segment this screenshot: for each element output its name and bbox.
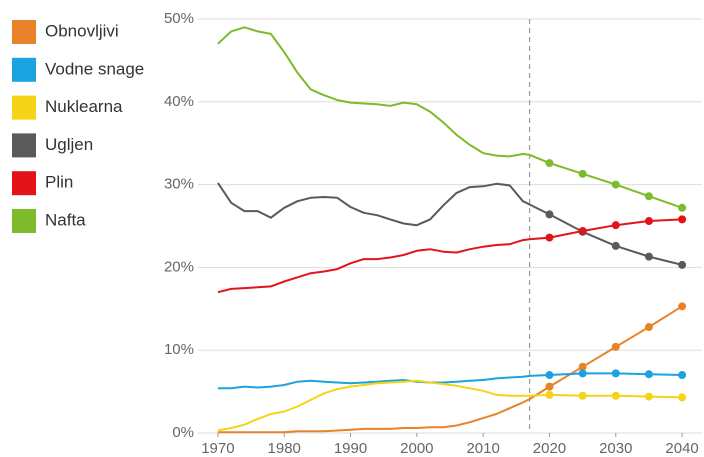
y-tick-label: 40%: [164, 93, 194, 110]
data-point: [545, 159, 554, 168]
data-point: [611, 180, 620, 189]
data-point: [578, 369, 587, 378]
series-line: [217, 305, 683, 434]
x-tick-label: 1990: [334, 440, 367, 457]
data-point: [578, 362, 587, 371]
x-tick-label: 2040: [665, 440, 698, 457]
data-point: [678, 371, 687, 380]
data-point: [678, 203, 687, 212]
legend-swatch: [12, 171, 36, 196]
data-point: [545, 210, 554, 219]
x-tick-label: 1980: [268, 440, 301, 457]
data-point: [644, 370, 653, 379]
data-point: [611, 369, 620, 378]
y-tick-label: 50%: [164, 10, 194, 27]
data-point: [678, 260, 687, 269]
series-line: [217, 26, 683, 209]
legend-label: Plin: [45, 173, 73, 192]
data-point: [644, 392, 653, 401]
legend-label: Ugljen: [45, 135, 93, 154]
x-tick-label: 2010: [466, 440, 499, 457]
data-point: [545, 382, 554, 391]
series-line: [217, 379, 683, 432]
data-point: [644, 192, 653, 201]
y-tick-label: 0%: [172, 424, 194, 441]
y-tick-label: 20%: [164, 258, 194, 275]
data-point: [545, 371, 554, 380]
data-point: [644, 252, 653, 261]
legend-swatch: [12, 133, 36, 158]
data-point: [678, 215, 687, 224]
x-tick-label: 2020: [533, 440, 566, 457]
data-point: [678, 393, 687, 402]
legend-label: Nuklearna: [45, 97, 123, 116]
legend-label: Vodne snage: [45, 59, 144, 78]
y-tick-label: 10%: [164, 341, 194, 358]
legend-swatch: [12, 20, 36, 44]
data-point: [611, 391, 620, 400]
legend-label: Nafta: [45, 210, 86, 229]
data-point: [611, 241, 620, 250]
legend-label: Obnovljivi: [45, 21, 119, 40]
x-tick-label: 2030: [599, 440, 632, 457]
y-tick-label: 30%: [164, 176, 194, 193]
legend-swatch: [12, 209, 36, 233]
x-tick-label: 2000: [400, 440, 433, 457]
data-point: [578, 391, 587, 400]
data-point: [644, 323, 653, 332]
data-point: [644, 217, 653, 226]
data-point: [578, 226, 587, 235]
data-point: [611, 342, 620, 351]
legend-swatch: [12, 95, 36, 120]
data-point: [678, 302, 687, 311]
data-point: [611, 221, 620, 230]
x-tick-label: 1970: [201, 440, 234, 457]
data-point: [578, 169, 587, 178]
legend-swatch: [12, 57, 36, 82]
series-line: [217, 372, 683, 390]
data-point: [545, 390, 554, 399]
series-line: [217, 182, 683, 266]
series-line: [217, 218, 683, 294]
data-point: [545, 233, 554, 242]
